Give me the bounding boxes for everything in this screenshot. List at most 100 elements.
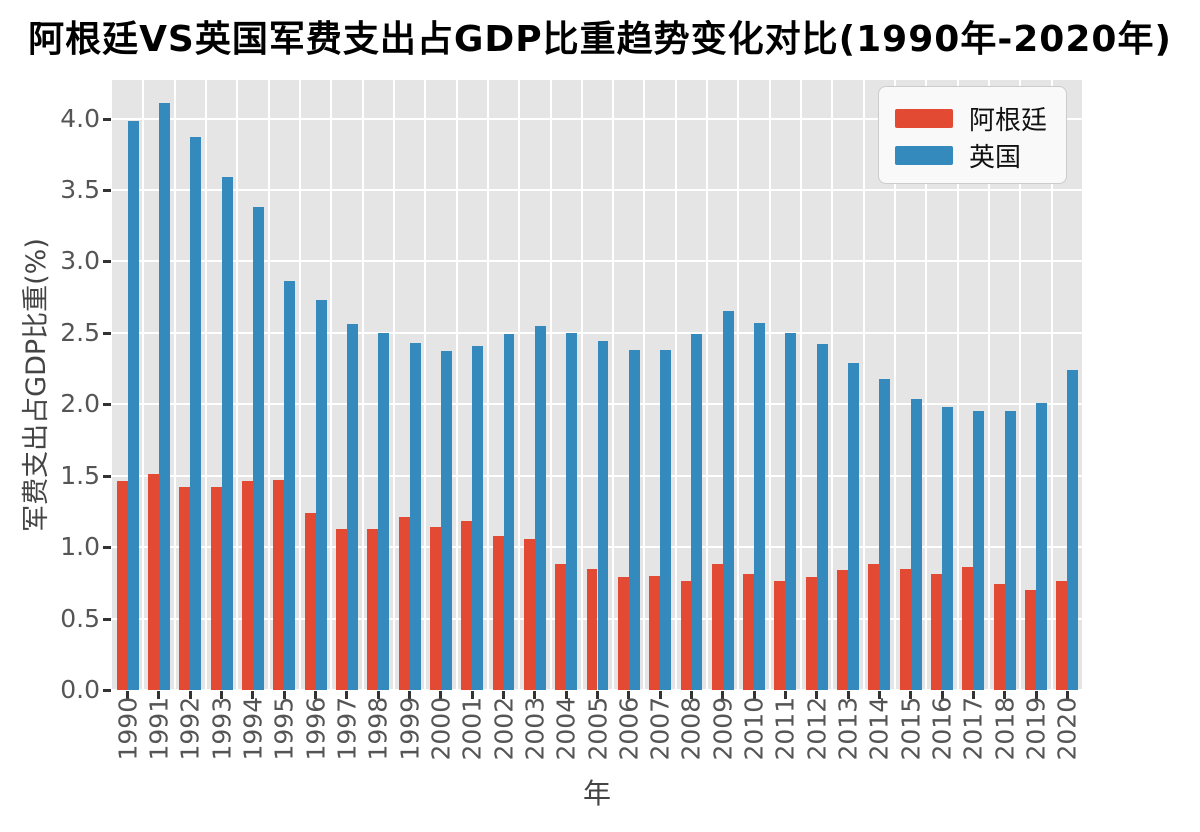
gridline-vertical	[643, 80, 646, 690]
bar-英国-2016	[942, 407, 953, 690]
bar-阿根廷-1997	[335, 528, 347, 690]
y-tick-mark	[103, 189, 111, 192]
bar-阿根廷-2009	[711, 564, 723, 690]
x-tick-mark	[689, 691, 693, 699]
x-tick-mark	[502, 691, 506, 699]
bar-阿根廷-2008	[680, 581, 692, 690]
bar-英国-2013	[848, 362, 860, 690]
y-tick-mark	[103, 260, 111, 264]
y-tick-mark	[103, 403, 111, 407]
bar-英国-1998	[378, 332, 390, 690]
bar-英国-2007	[660, 350, 672, 690]
x-tick-mark	[721, 691, 725, 699]
gridline-vertical	[236, 80, 239, 690]
x-tick-mark	[282, 691, 286, 699]
gridline-vertical	[486, 80, 489, 690]
bar-阿根廷-2017	[962, 567, 974, 690]
x-tick-label: 1991	[144, 696, 174, 761]
gridline-vertical	[173, 80, 176, 690]
bar-英国-1995	[284, 281, 296, 690]
bar-阿根廷-2013	[837, 570, 849, 690]
x-tick-mark	[815, 691, 819, 699]
y-axis-label: 军费支出占GDP比重(%)	[21, 238, 52, 532]
gridline-horizontal	[112, 331, 1083, 334]
legend-swatch-uk-icon	[895, 146, 953, 165]
x-tick-mark	[533, 691, 537, 699]
bar-英国-2002	[503, 334, 515, 690]
bar-阿根廷-1995	[273, 480, 285, 690]
y-tick-label: 1.0	[60, 532, 100, 562]
x-tick-mark	[157, 691, 161, 699]
bar-英国-1996	[315, 300, 327, 690]
x-tick-label: 1999	[395, 696, 425, 761]
x-tick-label: 1994	[238, 696, 268, 761]
bar-英国-2008	[691, 334, 703, 690]
x-tick-label: 2019	[1021, 696, 1051, 761]
y-tick-label: 1.5	[60, 460, 100, 490]
legend-item-uk: 英国	[895, 137, 1050, 174]
legend-item-argentina: 阿根廷	[895, 100, 1050, 137]
x-tick-label: 2010	[739, 696, 769, 761]
bar-阿根廷-1999	[398, 517, 410, 690]
gridline-vertical	[925, 80, 928, 690]
bar-阿根廷-1993	[210, 487, 222, 690]
y-tick-label: 2.5	[60, 317, 100, 347]
bar-英国-2000	[440, 351, 452, 690]
bar-阿根廷-2003	[523, 538, 535, 690]
y-tick-mark	[103, 546, 111, 550]
y-tick-label: 4.0	[60, 103, 100, 133]
legend-label-argentina: 阿根廷	[969, 106, 1048, 136]
y-tick-mark	[103, 617, 111, 621]
bar-阿根廷-1994	[241, 481, 253, 690]
bar-英国-2017	[973, 411, 985, 690]
y-tick-label: 2.0	[60, 389, 100, 419]
x-tick-mark	[314, 691, 318, 699]
gridline-vertical	[142, 80, 145, 690]
y-tick-mark	[103, 689, 111, 692]
bar-阿根廷-2016	[931, 574, 943, 690]
legend-swatch-argentina-icon	[895, 109, 953, 128]
gridline-vertical	[455, 80, 458, 690]
x-tick-label: 1998	[363, 696, 393, 761]
gridline-vertical	[361, 80, 364, 690]
bar-英国-1994	[252, 207, 264, 690]
chart-title: 阿根廷VS英国军费支出占GDP比重趋势变化对比(1990年-2020年)	[28, 19, 1172, 60]
x-tick-label: 2018	[990, 696, 1020, 761]
bar-英国-1997	[346, 324, 358, 690]
gridline-vertical	[549, 80, 552, 690]
y-tick-label: 3.0	[60, 246, 100, 276]
bar-阿根廷-1991	[148, 474, 159, 690]
x-tick-label: 2009	[708, 696, 738, 761]
gridline-vertical	[831, 80, 834, 690]
gridline-vertical	[737, 80, 740, 690]
bar-阿根廷-2004	[555, 564, 567, 690]
x-tick-label: 1992	[175, 696, 205, 761]
gridline-vertical	[674, 80, 677, 690]
x-tick-mark	[439, 691, 443, 699]
x-tick-label: 2002	[489, 696, 519, 761]
bar-英国-2006	[628, 350, 640, 690]
bar-英国-1992	[190, 137, 202, 690]
x-tick-label: 2003	[520, 696, 550, 761]
bar-阿根廷-2005	[586, 568, 598, 690]
bar-英国-2003	[534, 325, 546, 690]
x-tick-mark	[408, 691, 412, 699]
x-tick-label: 1995	[269, 696, 299, 761]
gridline-vertical	[392, 80, 395, 690]
bar-英国-2014	[879, 378, 891, 690]
gridline-vertical	[706, 80, 709, 690]
bar-阿根廷-2018	[993, 584, 1005, 690]
x-tick-label: 2008	[676, 696, 706, 761]
bar-阿根廷-2011	[774, 581, 786, 690]
bar-阿根廷-2001	[461, 521, 473, 690]
legend-label-uk: 英国	[969, 143, 1022, 173]
x-tick-label: 2020	[1052, 696, 1082, 761]
bar-阿根廷-2006	[617, 577, 629, 690]
x-tick-mark	[783, 691, 787, 699]
x-tick-mark	[220, 691, 224, 699]
x-tick-label: 2004	[551, 696, 581, 761]
x-tick-mark	[126, 691, 130, 699]
gridline-vertical	[1050, 80, 1053, 690]
x-tick-label: 1996	[301, 696, 331, 761]
